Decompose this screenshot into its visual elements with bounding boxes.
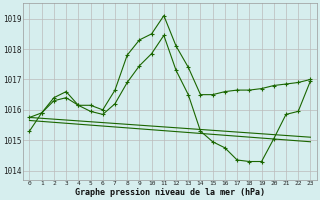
- X-axis label: Graphe pression niveau de la mer (hPa): Graphe pression niveau de la mer (hPa): [75, 188, 265, 197]
